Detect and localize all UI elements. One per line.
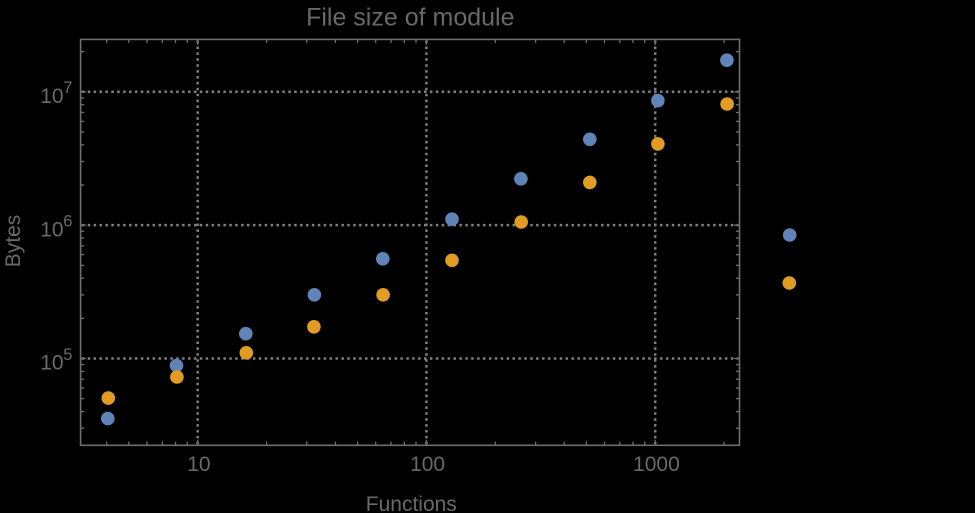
svg-text:10: 10 [40, 218, 63, 241]
svg-text:1000: 1000 [633, 453, 680, 476]
svg-text:10: 10 [40, 352, 63, 375]
svg-text:5: 5 [63, 346, 72, 364]
svg-text:10: 10 [40, 85, 63, 108]
svg-text:10: 10 [187, 453, 210, 476]
svg-text:Functions: Functions [366, 493, 457, 513]
svg-text:File size of module: File size of module [306, 3, 514, 31]
svg-text:6: 6 [63, 213, 72, 231]
svg-text:Bytes: Bytes [2, 215, 25, 268]
svg-text:100: 100 [410, 453, 445, 476]
svg-text:7: 7 [63, 79, 72, 97]
